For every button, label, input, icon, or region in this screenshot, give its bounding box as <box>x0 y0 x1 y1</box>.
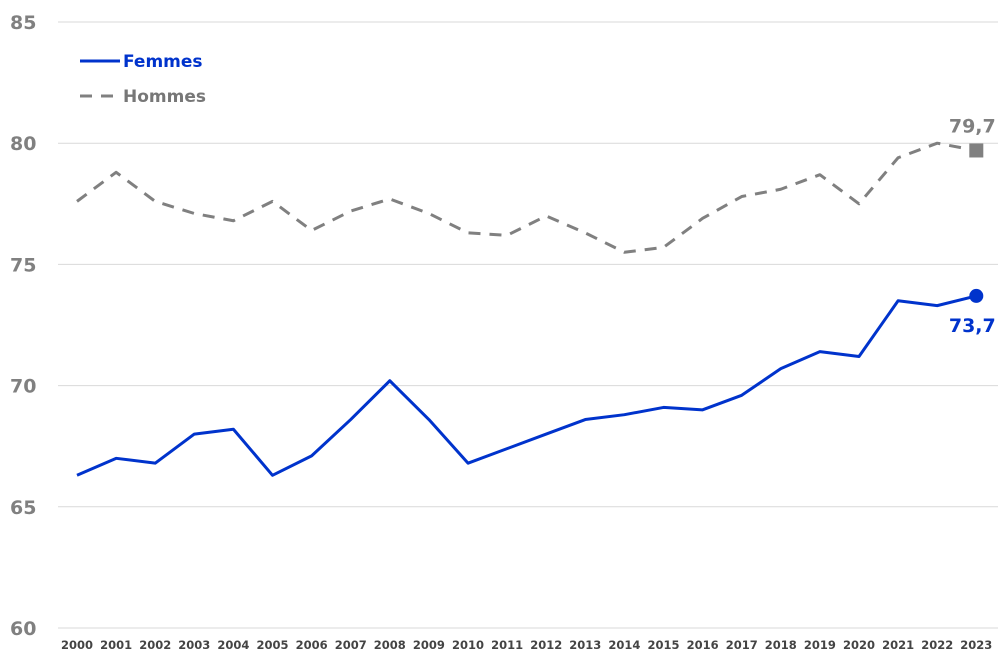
x-tick-label: 2000 <box>61 638 93 652</box>
end-label-femmes: 73,7 <box>949 315 996 337</box>
x-tick-label: 2017 <box>726 638 758 652</box>
end-label-hommes: 79,7 <box>949 115 996 137</box>
x-tick-label: 2008 <box>374 638 406 652</box>
legend-label-femmes: Femmes <box>123 52 203 72</box>
y-tick-label: 75 <box>10 254 36 276</box>
x-tick-label: 2007 <box>335 638 367 652</box>
x-tick-label: 2013 <box>569 638 601 652</box>
x-tick-label: 2001 <box>100 638 132 652</box>
data-point-hommes <box>388 197 391 200</box>
x-tick-label: 2006 <box>296 638 328 652</box>
x-tick-label: 2022 <box>921 638 953 652</box>
x-tick-label: 2014 <box>608 638 640 652</box>
y-tick-label: 65 <box>10 497 36 519</box>
y-tick-label: 85 <box>10 12 36 34</box>
y-tick-label: 60 <box>10 618 36 640</box>
x-tick-label: 2023 <box>960 638 992 652</box>
x-tick-label: 2021 <box>882 638 914 652</box>
x-tick-label: 2010 <box>452 638 484 652</box>
data-point-hommes <box>506 234 509 237</box>
x-tick-label: 2020 <box>843 638 875 652</box>
x-tick-label: 2019 <box>804 638 836 652</box>
x-tick-label: 2009 <box>413 638 445 652</box>
y-tick-label: 80 <box>10 133 36 155</box>
gridlines <box>58 21 998 629</box>
data-point-hommes <box>662 246 665 249</box>
x-tick-label: 2002 <box>139 638 171 652</box>
end-marker-femmes <box>969 288 984 303</box>
x-tick-label: 2011 <box>491 638 523 652</box>
x-tick-label: 2015 <box>647 638 679 652</box>
x-tick-label: 2016 <box>687 638 719 652</box>
x-tick-label: 2003 <box>178 638 210 652</box>
series-line-femmes <box>76 294 977 477</box>
x-tick-label: 2004 <box>217 638 249 652</box>
series-lines <box>76 141 984 477</box>
data-point-hommes <box>310 229 313 232</box>
data-point-hommes <box>427 212 430 215</box>
series-line-hommes <box>76 141 977 254</box>
end-marker-hommes <box>969 143 984 158</box>
y-axis-ticks: 60 65 70 75 80 85 <box>10 12 36 640</box>
legend: Femmes Hommes <box>80 52 206 107</box>
x-tick-label: 2005 <box>256 638 288 652</box>
x-axis-ticks: 2000 2001 2002 2003 2004 2005 2006 2007 2008 2009… <box>61 638 992 652</box>
y-tick-label: 70 <box>10 376 36 398</box>
x-tick-label: 2012 <box>530 638 562 652</box>
x-tick-label: 2018 <box>765 638 797 652</box>
data-point-hommes <box>545 214 548 217</box>
legend-label-hommes: Hommes <box>123 87 206 107</box>
